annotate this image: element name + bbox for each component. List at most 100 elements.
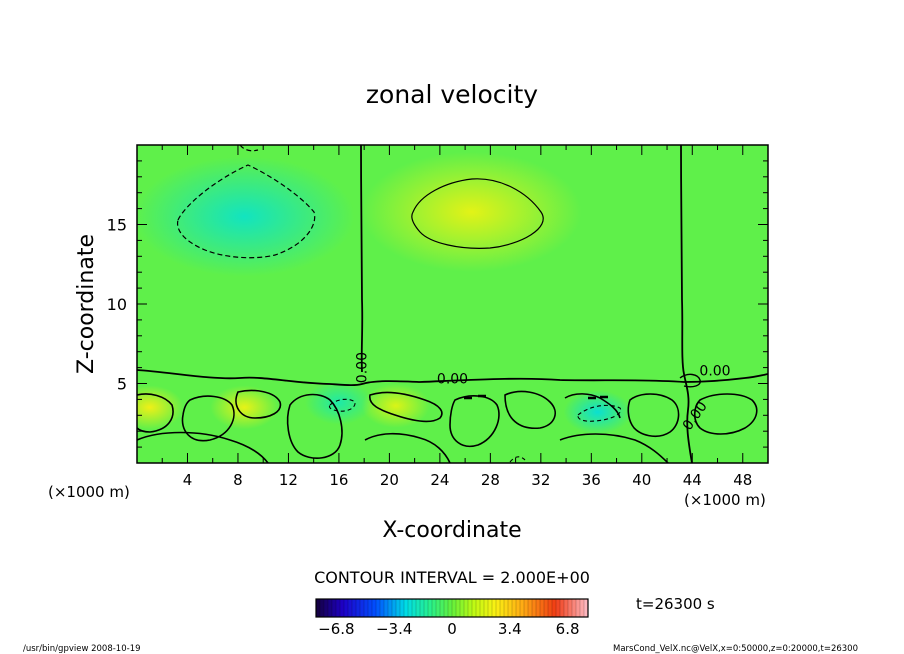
colorbar-tick-label: −3.4 <box>376 620 412 638</box>
colorbar-cell <box>580 599 585 617</box>
colorbar-cell <box>460 599 465 617</box>
contour-low-lower-3 <box>509 456 526 463</box>
colorbar-cell <box>556 599 561 617</box>
colorbar-cell <box>420 599 425 617</box>
colorbar-cell <box>480 599 485 617</box>
colorbar-tick-label: −6.8 <box>318 620 354 638</box>
cell-d <box>286 393 343 459</box>
contour-high-upper <box>411 178 544 249</box>
colorbar-cell <box>336 599 341 617</box>
colorbar-cell <box>340 599 345 617</box>
contour-lines <box>137 145 768 463</box>
colorbar-cell <box>524 599 529 617</box>
contour-low-top <box>239 145 259 152</box>
y-axis: 5 10 15 <box>107 144 768 464</box>
colorbar-cell <box>452 599 457 617</box>
cell-k <box>693 393 758 435</box>
colorbar-cell <box>576 599 581 617</box>
colorbar-cell <box>456 599 461 617</box>
colorbar-cell <box>532 599 537 617</box>
cell-e <box>369 391 443 423</box>
colorbar-cell <box>440 599 445 617</box>
colorbar-cell <box>504 599 509 617</box>
colorbar-cell <box>348 599 353 617</box>
colorbar-cell <box>344 599 349 617</box>
x-unit-label-right: (×1000 m) <box>684 491 766 509</box>
colorbar-cell <box>320 599 325 617</box>
colorbar-cell <box>428 599 433 617</box>
colorbar-cell <box>328 599 333 617</box>
cell-j <box>627 393 680 437</box>
colorbar-cell <box>464 599 469 617</box>
contour-low-lower-1 <box>577 404 622 422</box>
cell-l <box>137 431 269 463</box>
field-low <box>563 390 632 435</box>
colorbar-cell <box>404 599 409 617</box>
colorbar-cell <box>508 599 513 617</box>
y-axis-label: Z-coordinate <box>74 234 99 374</box>
footer-right: MarsCond_VelX.nc@VelX,x=0:50000,z=0:2000… <box>613 644 858 654</box>
contour-label: 0.00 <box>437 372 468 388</box>
colorbar-cell <box>376 599 381 617</box>
x-axis: 4 8 12 16 20 24 28 32 36 40 44 48 <box>136 145 769 489</box>
contour-label: 0.00 <box>699 364 730 380</box>
y-tick-label: 5 <box>117 375 127 394</box>
colorbar-cell <box>356 599 361 617</box>
colorbar-cell <box>360 599 365 617</box>
colorbar-cell <box>352 599 357 617</box>
y-tick-label: 10 <box>107 295 127 314</box>
dash-marks-2 <box>588 395 608 400</box>
time-label: t=26300 s <box>636 595 715 613</box>
colorbar-tick-label: 0 <box>447 620 457 638</box>
cell-c <box>235 389 282 419</box>
colorbar-cell <box>476 599 481 617</box>
colorbar-cell <box>424 599 429 617</box>
contour-low-upper <box>177 164 316 259</box>
colorbar-cell <box>568 599 573 617</box>
x-tick-label: 24 <box>430 471 449 489</box>
colorbar-cell <box>372 599 377 617</box>
footer-left: /usr/bin/gpview 2008-10-19 <box>23 644 141 654</box>
x-tick-label: 28 <box>481 471 500 489</box>
colorbar-cell <box>408 599 413 617</box>
chart-title: zonal velocity <box>366 80 538 109</box>
colorbar-cell <box>544 599 549 617</box>
colorbar-cell <box>416 599 421 617</box>
colorbar-tick-label: 6.8 <box>556 620 580 638</box>
colorbar-cell <box>472 599 477 617</box>
colorbar-cell <box>316 599 321 617</box>
colorbar-cell <box>392 599 397 617</box>
colorbar-cell <box>488 599 493 617</box>
cell-m <box>364 432 451 463</box>
colorbar-cell <box>584 599 589 617</box>
cell-g <box>504 390 556 429</box>
colorbar-cell <box>384 599 389 617</box>
colorbar-cell <box>492 599 497 617</box>
colorbar-cell <box>572 599 577 617</box>
colorbar-cell <box>368 599 373 617</box>
field-low <box>137 156 355 277</box>
cell-f <box>449 395 500 447</box>
x-tick-label: 20 <box>380 471 399 489</box>
cell-h <box>559 433 669 463</box>
colorbar-cell <box>540 599 545 617</box>
colorbar-cell <box>512 599 517 617</box>
contour-label: 0.00 <box>355 352 371 383</box>
colorbar-cell <box>400 599 405 617</box>
x-unit-label-left: (×1000 m) <box>48 483 130 501</box>
x-tick-label: 8 <box>233 471 243 489</box>
colorbar-cell <box>448 599 453 617</box>
colorbar-cell <box>396 599 401 617</box>
x-tick-label: 12 <box>279 471 298 489</box>
colorbar-cell <box>536 599 541 617</box>
colorbar-cell <box>484 599 489 617</box>
colorbar-cell <box>528 599 533 617</box>
contour-low-lower-2 <box>328 398 356 412</box>
colorbar-cell <box>496 599 501 617</box>
colorbar-cell <box>332 599 337 617</box>
colorbar-ticks: −6.8 −3.4 0 3.4 6.8 <box>318 620 579 638</box>
dash-marks-1 <box>464 394 486 400</box>
x-axis-label: X-coordinate <box>382 518 521 543</box>
colorbar <box>315 599 589 617</box>
